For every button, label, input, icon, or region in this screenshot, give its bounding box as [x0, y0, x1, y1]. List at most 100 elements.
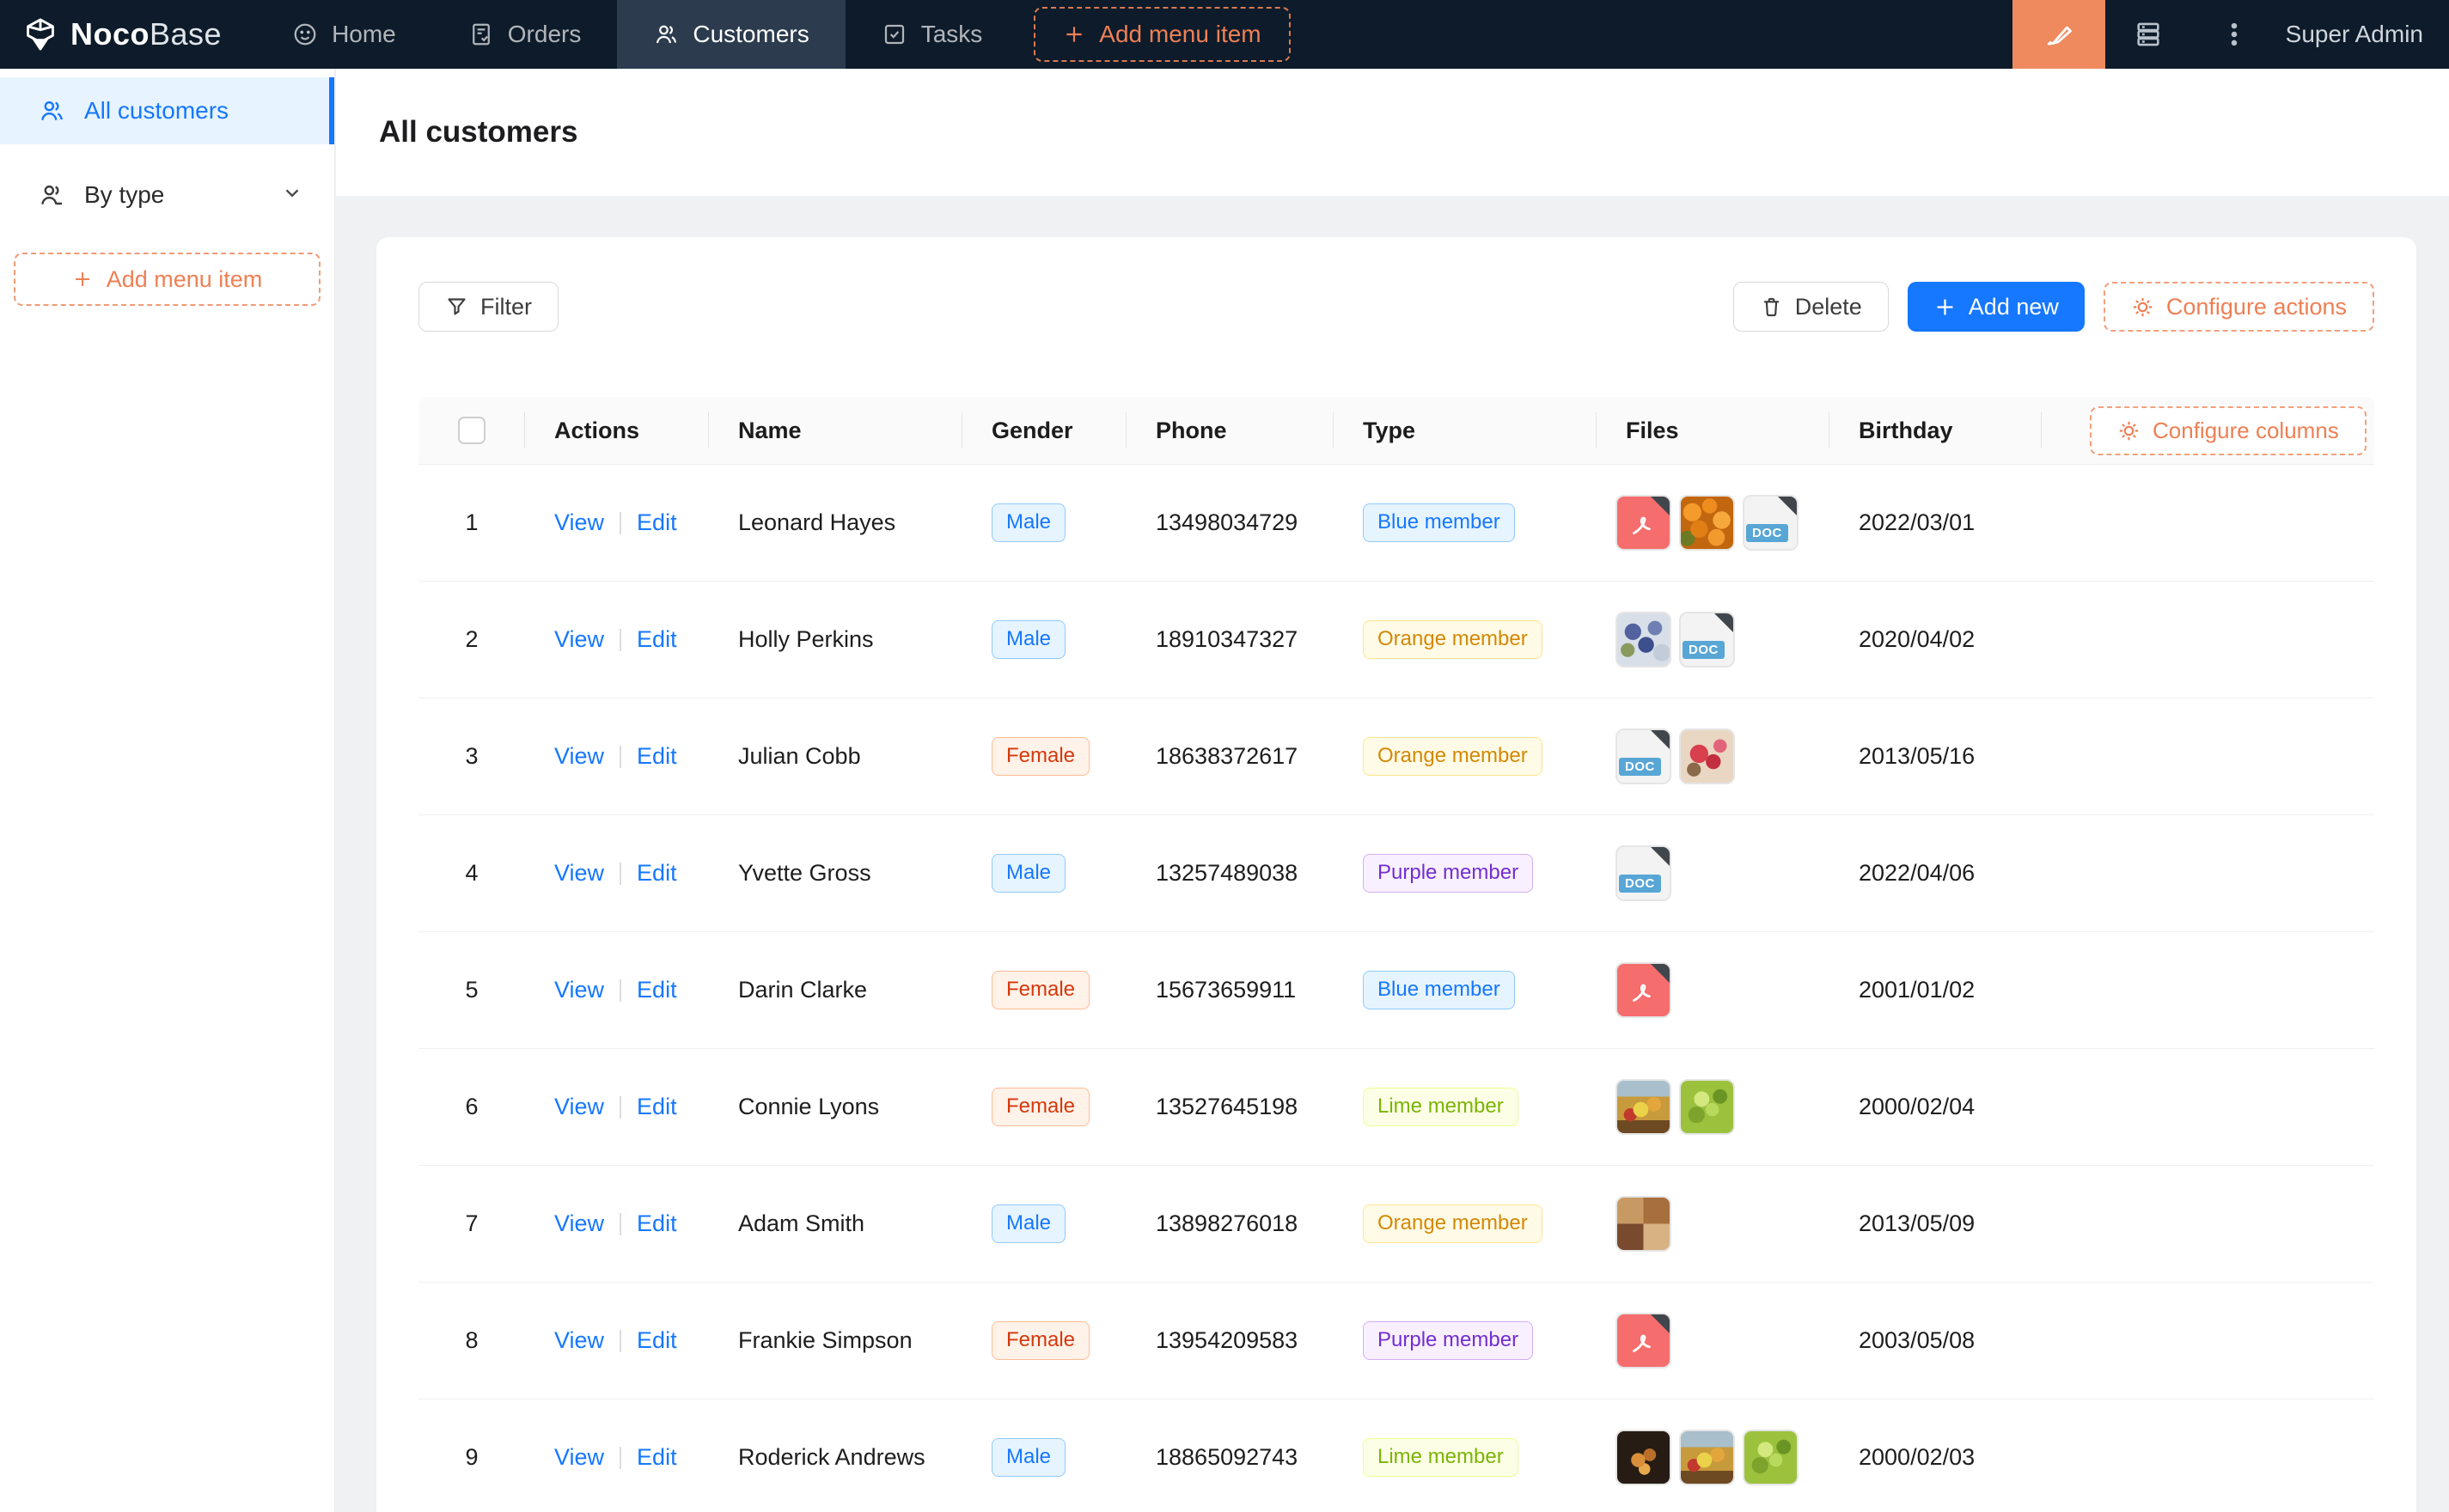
nav-item-label: Tasks	[920, 21, 983, 47]
edit-link[interactable]: Edit	[637, 1444, 677, 1470]
more-options-button[interactable]	[2191, 0, 2277, 69]
view-link[interactable]: View	[554, 509, 605, 535]
link-divider	[620, 1446, 622, 1469]
delete-button-label: Delete	[1794, 293, 1862, 320]
view-link[interactable]: View	[554, 1327, 605, 1353]
nocobase-logo-icon	[27, 18, 54, 51]
file-thumbnail-img-grapes[interactable]	[1679, 1079, 1735, 1135]
sidebar-item-all-customers[interactable]: All customers	[0, 77, 334, 144]
files-cell: DOC	[1597, 465, 1829, 581]
nav-item-customers[interactable]: Customers	[617, 0, 846, 69]
type-cell: Orange member	[1334, 698, 1597, 814]
type-cell: Purple member	[1334, 815, 1597, 931]
view-link[interactable]: View	[554, 626, 605, 652]
type-cell: Purple member	[1334, 1283, 1597, 1399]
view-link[interactable]: View	[554, 860, 605, 886]
member-type-tag: Lime member	[1363, 1438, 1518, 1477]
link-divider	[620, 745, 622, 768]
file-thumbnail-img-fruit[interactable]	[1615, 1079, 1671, 1135]
file-thumbnail-img-darkfruit[interactable]	[1615, 1430, 1671, 1485]
gender-tag: Male	[992, 620, 1066, 659]
configure-actions-label: Configure actions	[2165, 293, 2347, 320]
doc-badge: DOC	[1619, 758, 1661, 776]
sidebar-item-by-type[interactable]: By type	[0, 162, 334, 229]
configure-columns-button[interactable]: Configure columns	[2090, 405, 2367, 455]
file-thumbnail-img-redplate[interactable]	[1679, 729, 1735, 784]
pdf-glyph-icon	[1633, 1334, 1651, 1352]
edit-link[interactable]: Edit	[637, 1327, 677, 1353]
page-fold	[1651, 847, 1670, 866]
column-header-phone: Phone	[1127, 397, 1334, 464]
gender-tag: Male	[992, 1204, 1066, 1243]
view-link[interactable]: View	[554, 1094, 605, 1119]
customer-name: Holly Perkins	[738, 626, 874, 652]
file-thumbnail-img-grapes[interactable]	[1743, 1430, 1799, 1485]
birthday-cell: 2022/04/06	[1859, 860, 1976, 886]
customer-name: Roderick Andrews	[738, 1444, 925, 1470]
member-type-tag: Orange member	[1363, 737, 1542, 776]
nav-item-tasks[interactable]: Tasks	[846, 0, 1019, 69]
edit-link[interactable]: Edit	[637, 860, 677, 886]
trash-icon	[1763, 297, 1779, 316]
files-cell	[1597, 1166, 1829, 1282]
file-thumbnail-pdf[interactable]	[1615, 1313, 1671, 1369]
row-config-spacer	[2042, 1049, 2374, 1165]
plus-icon	[75, 272, 89, 286]
link-divider	[620, 862, 622, 885]
ui-editor-button[interactable]	[2012, 0, 2105, 69]
sidebar-add-menu-item-label: Add menu item	[106, 265, 263, 292]
file-thumbnail-img-bluegrapes[interactable]	[1615, 612, 1671, 668]
files-cell: DOC	[1597, 698, 1829, 814]
table-header-row: Actions Name Gender Phone Type Files Bir…	[418, 397, 2374, 465]
delete-button[interactable]: Delete	[1732, 282, 1889, 332]
select-all-checkbox[interactable]	[458, 417, 486, 444]
birthday-cell: 2000/02/04	[1859, 1094, 1976, 1119]
edit-link[interactable]: Edit	[637, 1210, 677, 1236]
edit-link[interactable]: Edit	[637, 1094, 677, 1119]
brand-name: NocoBase	[70, 16, 223, 52]
page-fold	[1651, 730, 1670, 749]
nav-item-label: Home	[332, 21, 396, 47]
edit-link[interactable]: Edit	[637, 977, 677, 1003]
page-fold	[1651, 1314, 1670, 1333]
view-link[interactable]: View	[554, 1210, 605, 1236]
row-actions: View Edit	[525, 465, 709, 581]
plugins-server-button[interactable]	[2105, 0, 2191, 69]
file-thumbnail-doc[interactable]: DOC	[1615, 845, 1671, 901]
configure-actions-button[interactable]: Configure actions	[2103, 282, 2374, 332]
row-index: 2	[465, 626, 479, 652]
filter-button[interactable]: Filter	[418, 282, 559, 332]
sidebar-add-menu-item-button[interactable]: Add menu item	[14, 253, 321, 306]
nav-add-menu-item-button[interactable]: Add menu item	[1034, 7, 1291, 62]
phone-number: 13498034729	[1156, 509, 1298, 535]
file-thumbnail-img-berries[interactable]	[1679, 495, 1735, 551]
nav-item-home[interactable]: Home	[256, 0, 432, 69]
table-row: 5 View Edit Darin Clarke Female 15673659911 Bl…	[418, 932, 2374, 1049]
table-toolbar: Filter Delete Add new Configure actions	[376, 237, 2416, 332]
add-new-button[interactable]: Add new	[1907, 282, 2085, 332]
table-block-card: Filter Delete Add new Configure actions	[376, 237, 2416, 1512]
link-divider	[620, 511, 622, 534]
gender-cell: Female	[962, 1049, 1127, 1165]
sidebar-item-label: All customers	[84, 97, 229, 124]
view-link[interactable]: View	[554, 1444, 605, 1470]
file-thumbnail-pdf[interactable]	[1615, 495, 1671, 551]
column-header-gender: Gender	[962, 397, 1127, 464]
file-thumbnail-doc[interactable]: DOC	[1743, 495, 1799, 551]
file-thumbnail-img-fruit[interactable]	[1679, 1430, 1735, 1485]
user-menu[interactable]: Super Admin	[2285, 21, 2423, 47]
file-thumbnail-img-collage[interactable]	[1615, 1196, 1671, 1252]
file-thumbnail-doc[interactable]: DOC	[1615, 729, 1671, 784]
edit-link[interactable]: Edit	[637, 743, 677, 769]
files-cell	[1597, 932, 1829, 1048]
edit-link[interactable]: Edit	[637, 626, 677, 652]
nav-item-orders[interactable]: Orders	[432, 0, 618, 69]
page-fold	[1778, 497, 1797, 515]
file-thumbnail-doc[interactable]: DOC	[1679, 612, 1735, 668]
brand-logo[interactable]: NocoBase	[0, 16, 256, 52]
file-thumbnail-pdf[interactable]	[1615, 962, 1671, 1018]
view-link[interactable]: View	[554, 977, 605, 1003]
view-link[interactable]: View	[554, 743, 605, 769]
edit-link[interactable]: Edit	[637, 509, 677, 535]
